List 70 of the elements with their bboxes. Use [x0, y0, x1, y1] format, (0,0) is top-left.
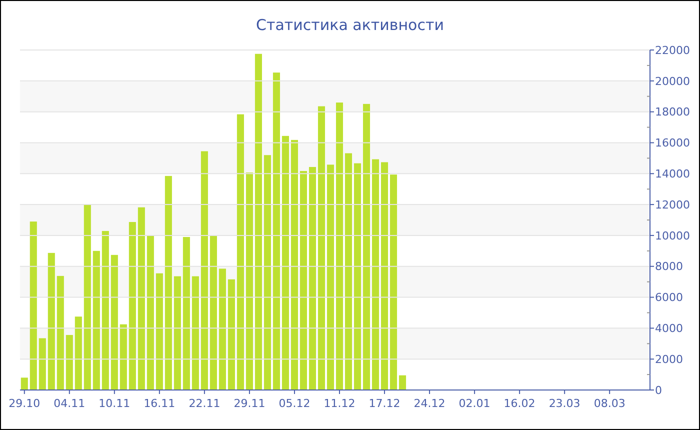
x-tick-label: 04.11	[54, 397, 86, 410]
bar	[74, 316, 82, 390]
bar	[282, 136, 289, 390]
bar	[20, 378, 28, 390]
bar	[390, 174, 398, 390]
y-tick-label: 2000	[655, 352, 683, 366]
bar	[128, 222, 136, 390]
x-tick-label: 08.03	[594, 397, 626, 410]
y-tick-label: 8000	[655, 260, 683, 274]
bar	[381, 162, 388, 390]
bar	[164, 176, 172, 390]
y-tick-label: 14000	[655, 167, 690, 180]
bar	[246, 172, 253, 390]
x-tick-label: 23.03	[548, 397, 580, 410]
y-tick-label: 12000	[655, 198, 690, 212]
bar	[182, 237, 190, 390]
bar	[48, 252, 55, 390]
y-tick-label: 4000	[655, 322, 683, 336]
bar	[399, 375, 406, 390]
bar	[110, 254, 118, 390]
bar	[254, 54, 262, 390]
bar	[326, 164, 334, 390]
x-tick-label: 05.12	[278, 397, 310, 410]
bar	[336, 102, 344, 390]
bar	[272, 72, 280, 390]
y-tick-label: 20000	[655, 74, 690, 88]
y-tick-label: 6000	[655, 291, 683, 304]
bar	[138, 207, 145, 390]
x-tick-label: 02.01	[458, 397, 490, 410]
bar	[210, 236, 217, 390]
y-tick-label: 10000	[655, 229, 690, 242]
bar	[264, 155, 271, 390]
bar	[156, 273, 163, 390]
bar	[84, 205, 91, 390]
bar	[218, 268, 226, 390]
bar	[92, 250, 100, 390]
bar	[228, 279, 235, 390]
bar	[146, 236, 154, 390]
bar	[308, 166, 316, 390]
bar	[192, 276, 199, 390]
bar	[290, 140, 298, 390]
x-tick-label: 22.11	[188, 397, 220, 410]
x-tick-label: 16.11	[144, 397, 176, 410]
bar	[102, 230, 109, 390]
bar	[236, 114, 244, 390]
y-tick-label: 0	[655, 384, 662, 397]
x-tick-label: 16.02	[504, 397, 536, 410]
x-tick-label: 24.12	[414, 397, 446, 410]
x-tick-label: 17.12	[368, 397, 400, 410]
bar	[120, 324, 127, 390]
bar	[30, 222, 37, 390]
bar	[66, 334, 73, 390]
bar	[56, 276, 64, 390]
chart-title: Статистика активности	[256, 16, 444, 34]
y-tick-label: 22000	[655, 44, 690, 57]
bar	[354, 163, 362, 390]
x-tick-label: 10.11	[98, 397, 130, 410]
bar	[363, 104, 370, 390]
bar	[200, 151, 208, 390]
bar	[38, 338, 46, 390]
bar	[318, 106, 326, 390]
x-tick-label: 29.11	[234, 397, 266, 410]
bar	[344, 153, 352, 390]
x-tick-label: 29.10	[8, 397, 40, 410]
bar	[300, 171, 307, 390]
x-tick-label: 11.12	[324, 397, 356, 410]
y-tick-label: 18000	[655, 106, 690, 119]
bar	[372, 159, 380, 390]
y-tick-label: 16000	[655, 136, 690, 150]
bar	[174, 276, 181, 390]
